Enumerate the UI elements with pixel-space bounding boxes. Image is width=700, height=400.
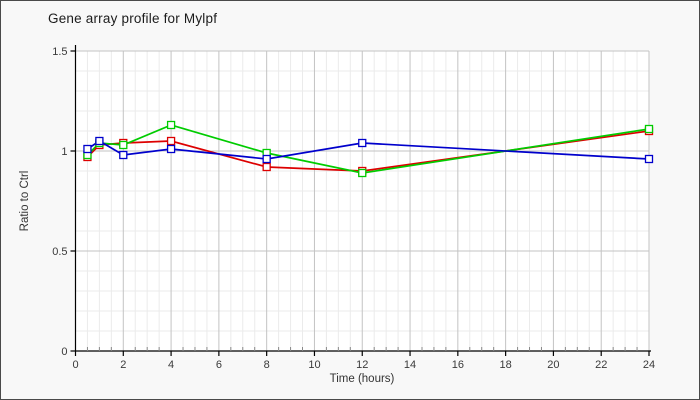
marker-red <box>262 162 271 172</box>
y-tick-label: 1 <box>61 146 67 158</box>
x-tick-label: 24 <box>643 359 655 371</box>
x-tick-label: 18 <box>500 359 512 371</box>
x-tick-label: 14 <box>404 359 416 371</box>
x-tick-label: 12 <box>356 359 368 371</box>
marker-green <box>166 120 176 130</box>
marker-blue <box>166 144 176 154</box>
x-tick-label: 0 <box>72 359 78 371</box>
y-tick-label: 1.5 <box>52 46 67 58</box>
marker-blue <box>644 154 654 164</box>
x-tick-label: 4 <box>168 359 174 371</box>
marker-red <box>166 136 176 146</box>
x-tick-label: 16 <box>452 359 464 371</box>
y-tick-label: 0 <box>61 346 67 358</box>
marker-blue <box>262 154 271 164</box>
x-tick-label: 20 <box>547 359 559 371</box>
x-tick-label: 8 <box>264 359 270 371</box>
marker-blue <box>95 136 104 146</box>
x-axis-title: Time (hours) <box>329 373 395 385</box>
x-tick-label: 10 <box>308 359 320 371</box>
x-tick-label: 22 <box>595 359 607 371</box>
x-tick-label: 6 <box>216 359 222 371</box>
marker-green <box>644 124 654 134</box>
marker-blue <box>358 138 367 148</box>
marker-blue <box>119 150 128 160</box>
chart-title: Gene array profile for Mylpf <box>48 11 218 26</box>
marker-green <box>119 140 128 150</box>
marker-green <box>358 168 367 178</box>
marker-blue <box>83 144 92 154</box>
y-tick-label: 0.5 <box>52 246 67 258</box>
x-tick-label: 2 <box>120 359 126 371</box>
